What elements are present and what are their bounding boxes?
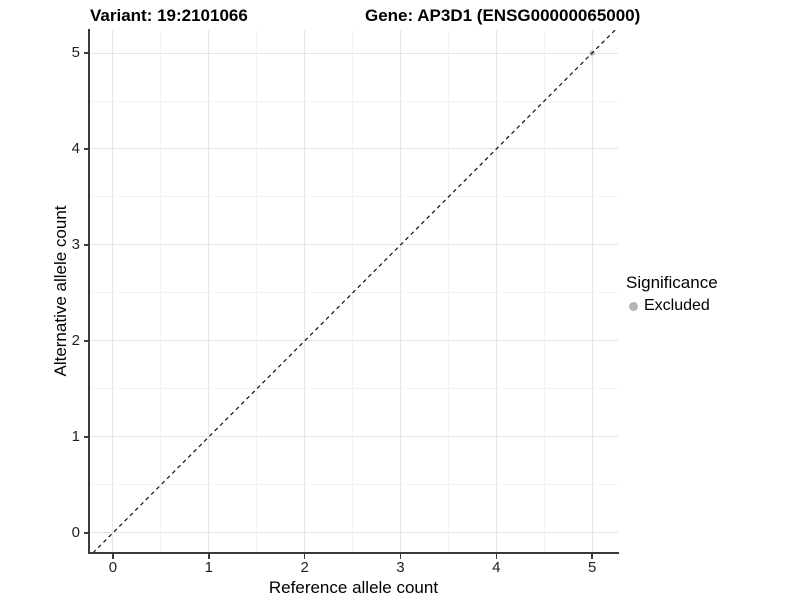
x-tick-mark: [303, 554, 306, 559]
minor-gridline-y: [89, 196, 618, 198]
minor-gridline-y: [89, 484, 618, 486]
minor-gridline-y: [89, 292, 618, 294]
major-gridline-y: [89, 532, 618, 534]
x-tick-label: 3: [396, 559, 405, 576]
y-tick-mark: [83, 340, 88, 342]
x-tick-label: 0: [108, 559, 118, 576]
legend: Significance Excluded: [626, 273, 718, 315]
y-tick-label: 1: [71, 427, 80, 445]
geom-layer: [92, 30, 616, 553]
major-gridline-y: [89, 52, 618, 54]
x-axis-line: [88, 552, 619, 554]
legend-item-excluded: Excluded: [626, 297, 718, 315]
major-gridline-y: [89, 148, 618, 150]
legend-point-icon: [629, 301, 638, 311]
plot-title-variant: Variant: 19:2101066: [90, 6, 248, 25]
x-tick-label: 1: [204, 559, 213, 576]
x-tick-label: 5: [587, 559, 597, 576]
major-gridline-x: [112, 30, 114, 553]
minor-gridline-x: [160, 30, 162, 553]
y-axis-title: Alternative allele count: [51, 205, 70, 377]
x-tick-mark: [399, 554, 402, 559]
y-tick-label: 0: [71, 523, 80, 541]
major-gridline-x: [304, 30, 306, 553]
legend-item-label: Excluded: [644, 297, 710, 314]
y-tick-label: 4: [71, 139, 80, 157]
minor-gridline-x: [543, 30, 545, 553]
minor-gridline-x: [256, 30, 258, 553]
plot-title-gene: Gene: AP3D1 (ENSG00000065000): [365, 6, 641, 25]
plot-panel: [89, 30, 618, 553]
major-gridline-x: [495, 30, 497, 553]
identity-dashed-line: [92, 30, 616, 553]
y-tick-mark: [83, 532, 88, 534]
grid-layer: [89, 30, 618, 553]
major-gridline-x: [208, 30, 210, 553]
x-axis-title: Reference allele count: [268, 578, 439, 597]
major-gridline-y: [89, 436, 618, 438]
minor-gridline-y: [89, 388, 618, 390]
minor-gridline-x: [447, 30, 449, 553]
y-tick-mark: [83, 436, 88, 438]
y-tick-mark: [83, 244, 88, 246]
minor-gridline-x: [352, 30, 354, 553]
x-tick-label: 2: [300, 559, 309, 576]
x-tick-mark: [112, 554, 114, 559]
y-tick-mark: [83, 52, 88, 54]
x-tick-mark: [208, 554, 210, 559]
major-gridline-x: [591, 30, 593, 553]
major-gridline-y: [89, 340, 618, 342]
y-tick-label: 2: [71, 331, 80, 349]
minor-gridline-y: [89, 100, 618, 102]
y-axis-line: [88, 29, 90, 554]
x-tick-label: 4: [492, 559, 501, 576]
legend-title: Significance: [626, 273, 718, 292]
major-gridline-y: [89, 244, 618, 246]
x-tick-mark: [591, 554, 593, 559]
y-tick-label: 5: [71, 44, 80, 62]
y-tick-mark: [83, 148, 88, 150]
major-gridline-x: [399, 30, 401, 553]
y-tick-label: 3: [71, 235, 80, 253]
x-tick-mark: [495, 554, 498, 559]
